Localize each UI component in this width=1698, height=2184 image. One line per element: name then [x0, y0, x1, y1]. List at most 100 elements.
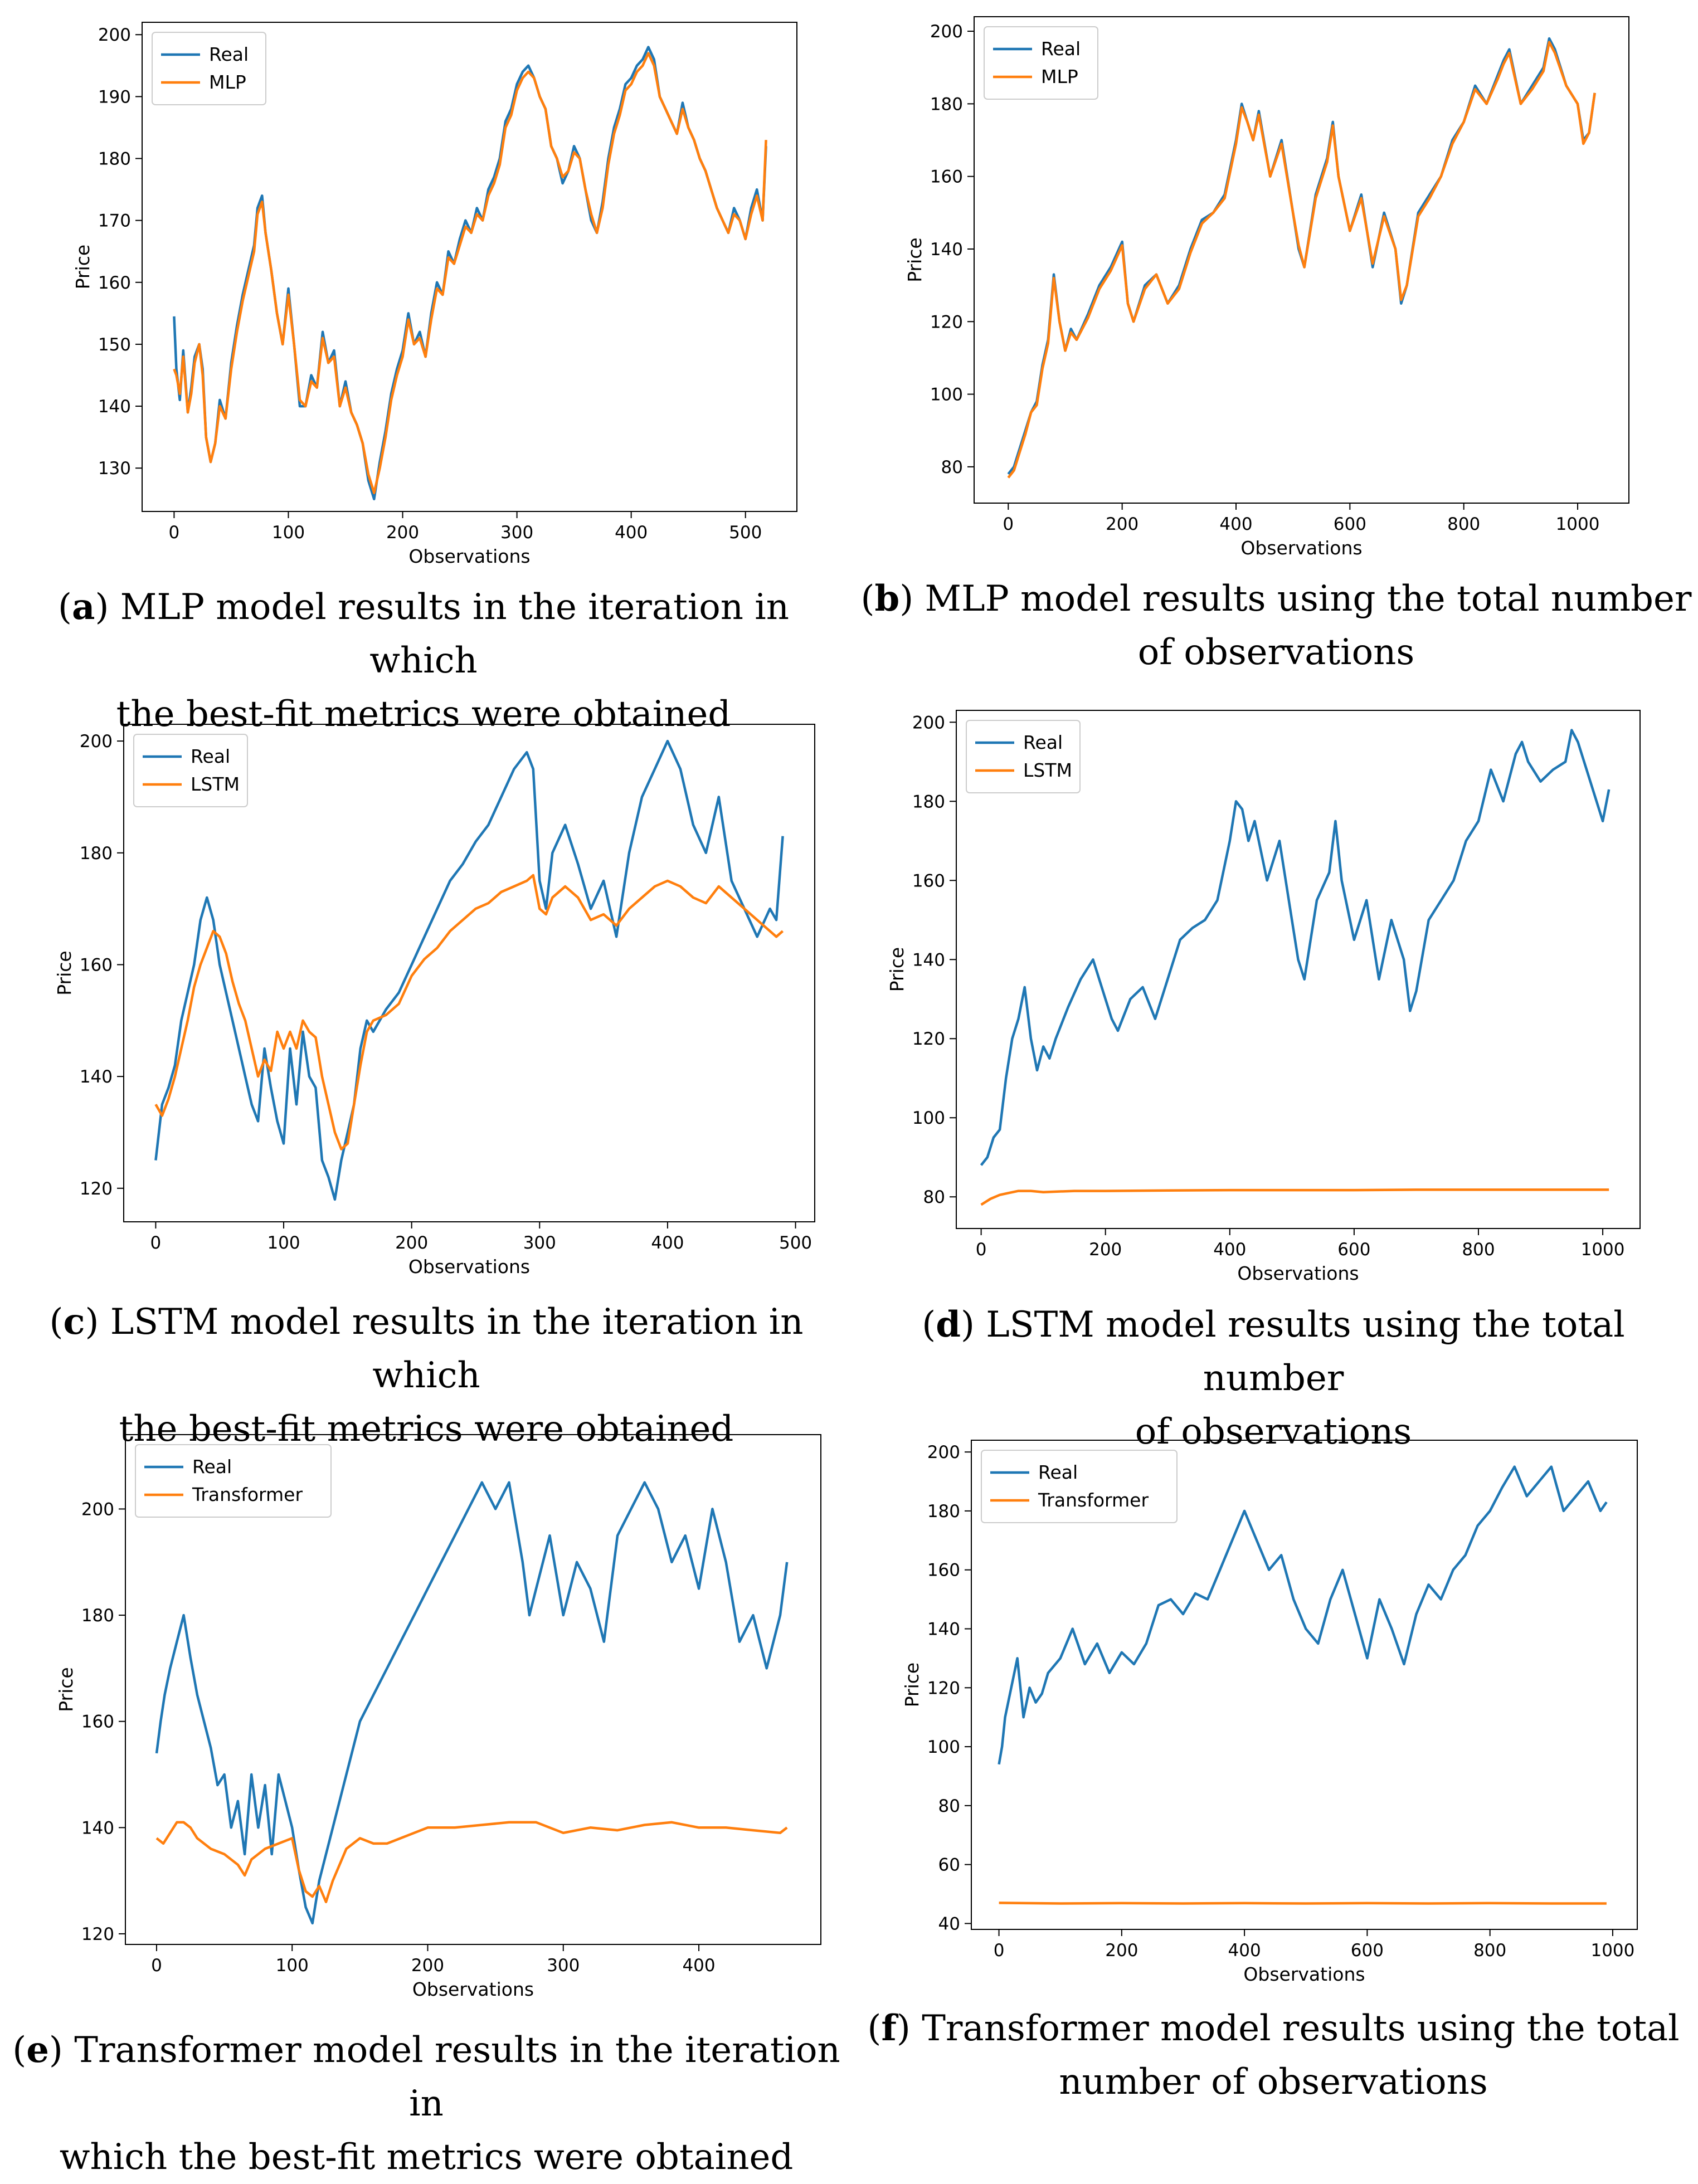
chart-c-x-tick-label: 300 [523, 1233, 556, 1253]
chart-b-x-tick-label: 800 [1447, 514, 1480, 534]
chart-e-x-tick-label: 300 [547, 1956, 580, 1976]
chart-a-legend-label-real: Real [209, 43, 249, 65]
chart-f-legend-label-transformer: Transformer [1038, 1489, 1149, 1511]
chart-d-y-tick-label: 100 [912, 1108, 945, 1128]
caption-f-line1: Transformer model results using the tota… [922, 2008, 1680, 2049]
chart-a-series-mlp-line [173, 52, 767, 494]
chart-b-y-tick-label: 180 [930, 94, 963, 114]
chart-c-y-axis-label: Price [53, 950, 75, 996]
chart-f-y-tick-label: 180 [927, 1502, 960, 1522]
chart-d-legend [966, 720, 1081, 793]
chart-c-x-tick-label: 0 [150, 1233, 162, 1253]
chart-f-legend [981, 1450, 1178, 1523]
caption-f-line2: number of observations [1059, 2061, 1488, 2103]
chart-e-y-tick-label: 140 [81, 1818, 114, 1838]
chart-c-legend-label-lstm: LSTM [191, 773, 240, 795]
chart-a-legend-label-mlp: MLP [209, 71, 246, 93]
chart-e-legend [135, 1444, 332, 1518]
caption-f: (f) Transformer model results using the … [853, 2002, 1694, 2109]
chart-a: 0 100 200 300 400 500 130 140 150 160 170 180 190 200… [72, 22, 797, 567]
chart-b-y-tick-label: 160 [930, 167, 963, 187]
chart-e-y-tick-label: 160 [81, 1712, 114, 1732]
chart-a-y-axis-label: Price [72, 245, 94, 290]
chart-panel-c: 0 100 200 300 400 500 120 140 160 180 200 Observati… [0, 691, 849, 1410]
caption-e: (e) Transformer model results in the ite… [6, 2024, 847, 2184]
chart-a-x-tick-label: 400 [615, 523, 648, 543]
chart-b-x-tick-label: 600 [1334, 514, 1366, 534]
caption-e-tag: e [26, 2029, 49, 2071]
chart-d-y-tick-label: 120 [912, 1029, 945, 1049]
caption-b-tag: b [874, 578, 900, 620]
chart-c-x-tick-label: 500 [779, 1233, 812, 1253]
chart-c-legend [133, 734, 248, 807]
chart-f-y-tick-label: 40 [938, 1914, 960, 1934]
caption-c-tag: c [63, 1301, 85, 1343]
caption-a-line1: MLP model results in the iteration in wh… [120, 587, 789, 681]
chart-e: 0 100 200 300 400120140160180200Observations… [55, 1434, 821, 2000]
chart-e-y-axis-label: Price [55, 1667, 77, 1712]
chart-e-y-tick-label: 200 [81, 1499, 114, 1519]
chart-a-y-tick-label: 180 [98, 149, 131, 169]
chart-f-y-tick-label: 160 [927, 1561, 960, 1581]
chart-panel-d: 0 200 400 600 800 1000 80 100 120 140 160 180 200 Obs… [849, 691, 1698, 1410]
chart-e-legend-label-real: Real [192, 1456, 232, 1478]
chart-b-plot-frame [974, 16, 1629, 504]
chart-b-y-axis-label: Price [904, 237, 926, 282]
chart-f-x-tick-label: 400 [1228, 1941, 1261, 1961]
chart-e-x-tick-label: 400 [682, 1956, 715, 1976]
chart-a-x-tick-label: 500 [729, 523, 762, 543]
chart-f-legend-label-real: Real [1038, 1461, 1078, 1483]
chart-c-x-axis-label: Observations [408, 1256, 530, 1278]
chart-e-x-tick-label: 0 [151, 1956, 162, 1976]
chart-d-legend-label-lstm: LSTM [1023, 759, 1072, 781]
chart-c-x-tick-label: 100 [267, 1233, 300, 1253]
chart-f-series-real-line [998, 1465, 1608, 1765]
chart-e-series-transformer-line [155, 1821, 788, 1904]
chart-d-x-tick-label: 1000 [1581, 1240, 1625, 1260]
chart-d-series-real-line [980, 729, 1611, 1166]
chart-c-y-tick-label: 160 [80, 955, 113, 975]
caption-d-line1: LSTM model results using the total numbe… [986, 1304, 1625, 1399]
chart-d-y-axis-label: Price [886, 947, 908, 992]
caption-d-tag: d [936, 1304, 961, 1346]
chart-a-x-tick-label: 200 [386, 523, 419, 543]
chart-f-x-tick-label: 200 [1105, 1941, 1138, 1961]
chart-a-series-real-line [173, 46, 767, 501]
chart-d-x-tick-label: 200 [1089, 1240, 1122, 1260]
caption-d-line2: of observations [1135, 1411, 1412, 1452]
chart-a-legend [152, 32, 266, 105]
chart-a-x-tick-label: 300 [500, 523, 533, 543]
chart-a-y-tick-label: 150 [98, 335, 131, 355]
chart-panel-e: 0 100 200 300 400 120 140 160 180 200 Observations… [0, 1410, 849, 2137]
chart-b-y-tick-label: 100 [930, 385, 963, 405]
chart-f-y-tick-label: 120 [927, 1678, 960, 1698]
chart-d-x-tick-label: 400 [1213, 1240, 1246, 1260]
chart-b-legend-label-mlp: MLP [1041, 66, 1078, 87]
chart-b-y-tick-label: 80 [941, 457, 963, 477]
caption-d: (d) LSTM model results using the total n… [853, 1298, 1694, 1459]
chart-panel-a: 0 100 200 300 400 500 130 140 150 160 170 180 190 200… [0, 0, 849, 691]
chart-e-x-tick-label: 100 [276, 1956, 309, 1976]
chart-c-plot-frame [123, 724, 815, 1222]
caption-f-tag: f [881, 2007, 897, 2049]
chart-c-series-real-line [154, 739, 784, 1201]
chart-d-legend-label-real: Real [1023, 732, 1063, 753]
chart-b-x-tick-label: 1000 [1556, 514, 1600, 534]
chart-a-y-tick-label: 160 [98, 273, 131, 293]
chart-b-legend [984, 26, 1098, 100]
chart-a-x-tick-label: 100 [272, 523, 305, 543]
chart-a-x-tick-label: 0 [169, 523, 180, 543]
chart-f-y-tick-label: 80 [938, 1796, 960, 1816]
chart-e-y-tick-label: 180 [81, 1606, 114, 1626]
chart-panel-b: 0 200 400 600 800 1000 80 100 120 140 160 180 200 Obs… [849, 0, 1698, 691]
chart-d-x-axis-label: Observations [1237, 1262, 1359, 1284]
chart-c-y-tick-label: 200 [80, 732, 113, 752]
caption-a: (a) MLP model results in the iteration i… [6, 581, 841, 741]
chart-a-y-tick-label: 170 [98, 211, 131, 231]
chart-c-legend-label-real: Real [191, 745, 230, 767]
caption-a-line2: the best-fit metrics were obtained [116, 694, 731, 735]
chart-b: 0 200 400 600 800 1000 80 100 120 140 160 180 200 Obs… [904, 16, 1629, 559]
chart-f-x-tick-label: 800 [1473, 1941, 1506, 1961]
chart-c: 0 100 200 300 400 500 120 140 160 180 200 Observati… [53, 724, 815, 1278]
chart-b-y-tick-label: 140 [930, 240, 963, 260]
